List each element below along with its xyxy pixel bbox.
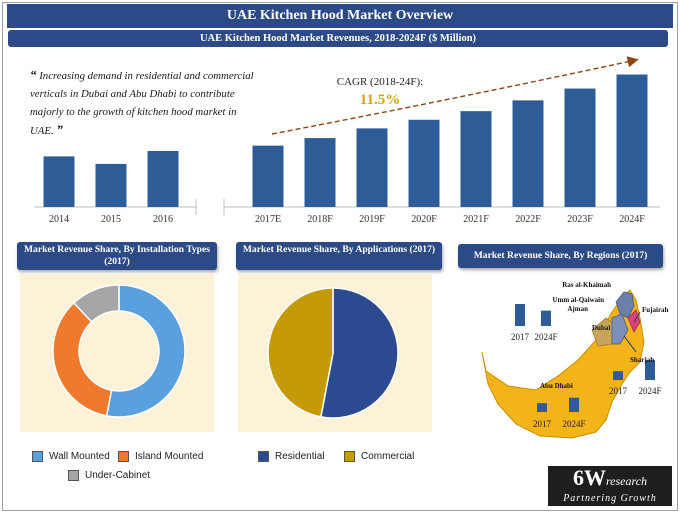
revenue-bar-2021F (460, 111, 492, 207)
legend-swatch-island-mounted (118, 451, 129, 462)
revenue-bar-chart: 2014 2015 2016 2017E 2018F 2019F 2020F 2021F 202… (34, 56, 660, 225)
revenue-bar-2019F (356, 128, 388, 207)
revenue-tick-label: 2015 (101, 214, 121, 225)
revenue-bar-2022F (512, 100, 544, 207)
6wresearch-logo: 6Wresearch Partnering Growth (548, 466, 672, 506)
revenue-bar-2014 (43, 156, 75, 207)
fujairah-pointer (633, 311, 641, 323)
northern-emirates-shape (615, 291, 635, 319)
legend-label-island-mounted: Island Mounted (135, 451, 204, 462)
cagr-value: 11.5% (359, 92, 401, 108)
installation-donut-chart (52, 284, 186, 418)
installation-section-title: Market Revenue Share, By Installation Ty… (17, 242, 217, 270)
revenue-bar-2016 (147, 151, 179, 207)
donut-slice-island-mounted (52, 301, 113, 417)
revenue-tick-label: 2023F (567, 214, 593, 225)
revenue-tick-label: 2016 (153, 214, 173, 225)
legend-label-commercial: Commercial (361, 451, 415, 462)
quote-text: Increasing demand in residential and com… (30, 70, 254, 137)
revenue-tick-label: 2019F (359, 214, 385, 225)
legend-residential: Residential (258, 451, 324, 462)
revenue-tick-label: 2020F (411, 214, 437, 225)
sharjah-region-bar-2024F (645, 360, 655, 380)
legend-under-cabinet: Under-Cabinet (68, 470, 150, 481)
sharjah-label: Sharjah (630, 356, 654, 364)
revenue-bar-2024F (616, 74, 648, 208)
revenue-bar-2015 (95, 163, 127, 207)
ras-al-khaimah-label: Ras al-Khaimah (562, 281, 611, 289)
revenue-tick-label: 2017E (255, 214, 281, 225)
logo-main-text: 6Wresearch (572, 465, 648, 490)
revenue-bar-2017E (252, 145, 284, 207)
pie-slice-commercial (267, 287, 334, 418)
market-quote: “ Increasing demand in residential and c… (30, 66, 262, 140)
umm-al-qaiwain-label: Umm al-Qaiwain (552, 296, 604, 304)
quote-close-mark: ” (56, 122, 63, 137)
ajman-label: Ajman (567, 305, 588, 313)
abu-dhabi-region-bar-2017 (537, 403, 547, 412)
dubai-label: Dubai (592, 324, 610, 332)
legend-swatch-commercial (344, 451, 355, 462)
sharjah-region-tick-label: 2024F (638, 386, 661, 396)
donut-slice-under-cabinet (72, 284, 120, 323)
fujairah-label: Fujairah (642, 306, 669, 314)
sharjah-pointer (623, 335, 637, 353)
legend-swatch-wall-mounted (32, 451, 43, 462)
sharjah-region-bar-2017 (613, 371, 623, 380)
legend-commercial: Commercial (344, 451, 414, 462)
cagr-label: CAGR (2018-24F): (336, 76, 424, 88)
revenue-chart-title: UAE Kitchen Hood Market Revenues, 2018-2… (8, 30, 668, 47)
dubai-region-bar-2017 (515, 304, 525, 326)
donut-slice-wall-mounted (105, 284, 186, 418)
revenue-bar-2020F (408, 119, 440, 207)
fujairah-shape (627, 309, 641, 333)
revenue-bar-2023F (564, 88, 596, 207)
legend-swatch-under-cabinet (68, 470, 79, 481)
legend-label-under-cabinet: Under-Cabinet (85, 470, 151, 481)
applications-section-title: Market Revenue Share, By Applications (2… (236, 242, 442, 270)
abu-dhabi-region-tick-label: 2017 (533, 419, 552, 429)
pie-slice-residential (319, 287, 399, 419)
legend-wall-mounted: Wall Mounted (32, 451, 110, 462)
legend-swatch-residential (258, 451, 269, 462)
dubai-region-tick-label: 2017 (511, 332, 530, 342)
revenue-tick-label: 2018F (307, 214, 333, 225)
revenue-bar-2018F (304, 138, 336, 207)
regions-section-title: Market Revenue Share, By Regions (2017) (458, 244, 663, 268)
abu-dhabi-region-bar-2024F (569, 397, 579, 412)
revenue-tick-label: 2014 (49, 214, 69, 225)
applications-pie-chart (267, 287, 399, 419)
revenue-tick-label: 2021F (463, 214, 489, 225)
legend-island-mounted: Island Mounted (118, 451, 203, 462)
quote-open-mark: “ (30, 67, 37, 82)
dubai-region-bar-2024F (541, 310, 551, 326)
dubai-region-tick-label: 2024F (534, 332, 557, 342)
page-title: UAE Kitchen Hood Market Overview (7, 4, 673, 28)
legend-label-residential: Residential (275, 451, 325, 462)
cagr-trend-arrow (271, 56, 639, 135)
legend-label-wall-mounted: Wall Mounted (49, 451, 110, 462)
revenue-tick-label: 2024F (619, 214, 645, 225)
abu-dhabi-region-tick-label: 2024F (562, 419, 585, 429)
abu-dhabi-label: Abu Dhabi (540, 382, 573, 390)
sharjah-region-tick-label: 2017 (609, 386, 628, 396)
logo-tagline: Partnering Growth (563, 493, 657, 504)
revenue-tick-label: 2022F (515, 214, 541, 225)
